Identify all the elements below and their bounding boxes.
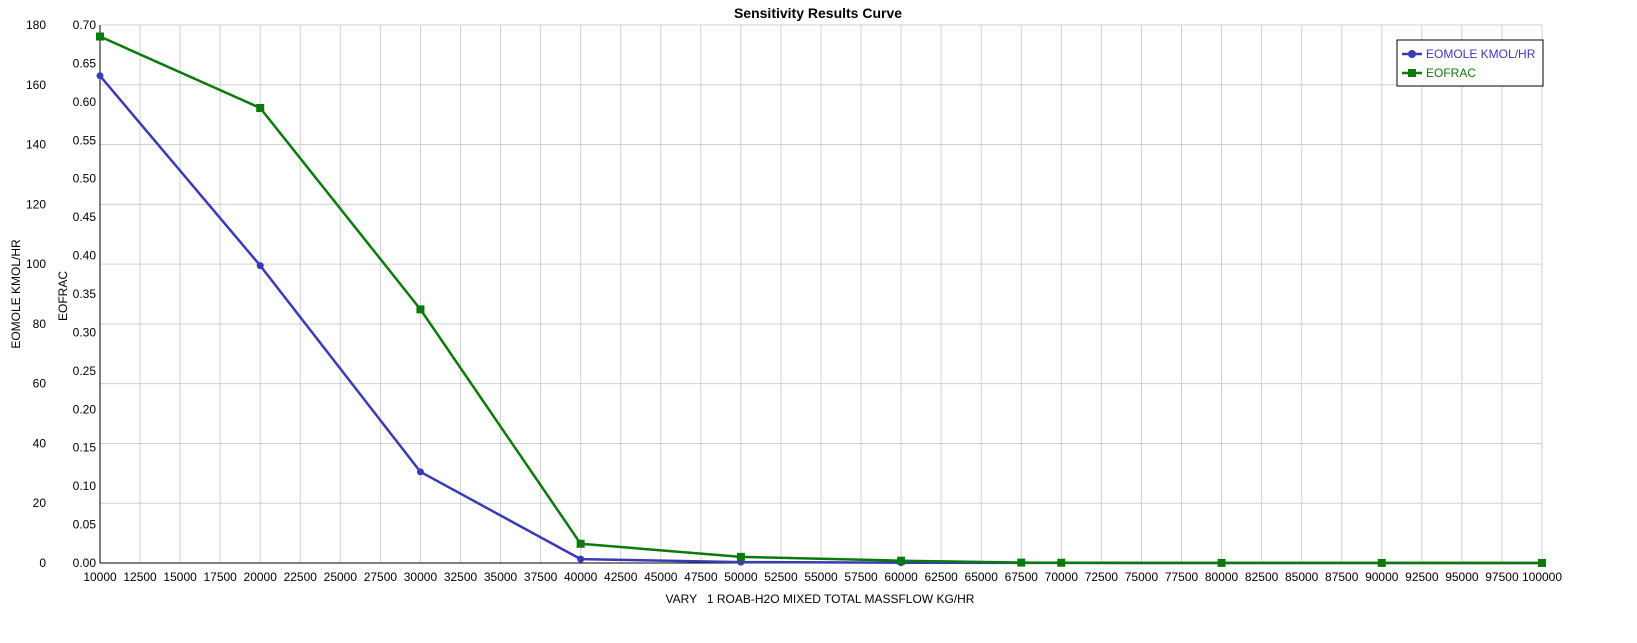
data-point-eofrac-4 [736, 552, 745, 561]
data-point-eofrac-6 [1017, 558, 1026, 567]
eofrac-tick-label-5: 0.25 [73, 364, 97, 378]
x-tick-label-19: 57500 [844, 570, 878, 584]
x-tick-label-16: 50000 [724, 570, 758, 584]
x-tick-label-28: 80000 [1205, 570, 1239, 584]
data-point-eomole-1 [256, 262, 264, 270]
data-point-eofrac-8 [1217, 558, 1226, 567]
eofrac-tick-label-4: 0.20 [73, 402, 97, 416]
left-tick-label-4: 80 [33, 317, 47, 331]
data-point-eomole-2 [416, 468, 424, 476]
x-tick-label-15: 47500 [684, 570, 718, 584]
series-group [96, 32, 1546, 567]
eofrac-tick-label-10: 0.50 [73, 172, 97, 186]
left-tick-label-6: 120 [26, 197, 46, 211]
legend: EOMOLE KMOL/HR EOFRAC [1396, 39, 1544, 87]
data-point-eomole-0 [96, 72, 104, 80]
x-tick-label-22: 65000 [965, 570, 999, 584]
x-tick-label-17: 52500 [764, 570, 798, 584]
data-point-eofrac-0 [96, 32, 104, 41]
x-tick-label-30: 85000 [1285, 570, 1319, 584]
y-axis-label-eomole: EOMOLE KMOL/HR [9, 239, 23, 349]
eofrac-tick-label-2: 0.10 [73, 479, 97, 493]
x-tick-label-10: 35000 [484, 570, 518, 584]
left-tick-label-7: 140 [26, 138, 46, 152]
legend-box [1396, 39, 1544, 87]
data-point-eofrac-2 [416, 305, 425, 314]
x-tick-label-3: 17500 [203, 570, 237, 584]
eofrac-tick-label-1: 0.05 [73, 518, 97, 532]
eofrac-tick-label-0: 0.00 [73, 556, 97, 570]
x-tick-label-35: 97500 [1485, 570, 1519, 584]
data-point-eofrac-5 [897, 556, 906, 565]
left-tick-label-3: 60 [33, 377, 47, 391]
x-tick-label-26: 75000 [1125, 570, 1159, 584]
x-tick-label-29: 82500 [1245, 570, 1279, 584]
data-point-eofrac-1 [256, 104, 265, 113]
left-tick-label-8: 160 [26, 78, 46, 92]
x-tick-label-21: 62500 [924, 570, 958, 584]
x-tick-label-12: 40000 [564, 570, 598, 584]
legend-label-eofrac: EOFRAC [1426, 66, 1476, 80]
x-tick-label-8: 30000 [404, 570, 438, 584]
x-tick-label-5: 22500 [284, 570, 318, 584]
data-point-eofrac-9 [1377, 558, 1386, 567]
x-tick-label-2: 15000 [163, 570, 197, 584]
eofrac-tick-label-12: 0.60 [73, 95, 97, 109]
x-ticks: 10000 12500 15000 17500 20000 22500 25000 27500… [83, 570, 1562, 584]
data-point-eofrac-3 [576, 539, 585, 548]
legend-marker-eomole [1408, 50, 1416, 58]
data-point-eofrac-10 [1538, 559, 1546, 567]
eofrac-tick-label-14: 0.70 [73, 18, 97, 32]
x-tick-label-6: 25000 [324, 570, 358, 584]
left-y-ticks: 0 20 40 60 80 100 120 140 160 180 [26, 18, 46, 570]
x-tick-label-23: 67500 [1005, 570, 1039, 584]
x-tick-label-20: 60000 [884, 570, 918, 584]
x-tick-label-11: 37500 [524, 570, 558, 584]
left-tick-label-1: 20 [33, 496, 47, 510]
x-tick-label-25: 72500 [1085, 570, 1119, 584]
eofrac-tick-label-3: 0.15 [73, 441, 97, 455]
x-tick-label-18: 55000 [804, 570, 838, 584]
x-tick-label-7: 27500 [364, 570, 398, 584]
left-tick-label-5: 100 [26, 257, 46, 271]
x-tick-label-36: 100000 [1522, 570, 1562, 584]
chart-title: Sensitivity Results Curve [734, 5, 902, 21]
legend-label-eomole: EOMOLE KMOL/HR [1426, 47, 1536, 61]
x-tick-label-33: 92500 [1405, 570, 1439, 584]
x-tick-label-24: 70000 [1045, 570, 1079, 584]
left-tick-label-9: 180 [26, 18, 46, 32]
x-tick-label-13: 42500 [604, 570, 638, 584]
data-point-eomole-3 [577, 555, 585, 563]
x-tick-label-9: 32500 [444, 570, 478, 584]
x-tick-label-34: 95000 [1445, 570, 1479, 584]
x-tick-label-31: 87500 [1325, 570, 1359, 584]
x-tick-label-32: 90000 [1365, 570, 1399, 584]
x-tick-label-1: 12500 [123, 570, 157, 584]
x-tick-label-27: 77500 [1165, 570, 1199, 584]
x-tick-label-0: 10000 [83, 570, 117, 584]
eofrac-tick-label-13: 0.65 [73, 56, 97, 70]
data-point-eofrac-7 [1057, 558, 1066, 567]
left-tick-label-0: 0 [39, 556, 46, 570]
x-tick-label-14: 45000 [644, 570, 678, 584]
legend-marker-eofrac [1408, 69, 1416, 77]
eofrac-tick-label-9: 0.45 [73, 210, 97, 224]
eofrac-tick-label-6: 0.30 [73, 325, 97, 339]
eofrac-tick-label-8: 0.40 [73, 249, 97, 263]
y-axis-label-eofrac: EOFRAC [56, 271, 70, 321]
x-axis-label: VARY 1 ROAB-H2O MIXED TOTAL MASSFLOW KG/… [666, 592, 975, 606]
eofrac-tick-label-11: 0.55 [73, 133, 97, 147]
x-tick-label-4: 20000 [244, 570, 278, 584]
left-tick-label-2: 40 [33, 436, 47, 450]
eofrac-tick-label-7: 0.35 [73, 287, 97, 301]
eofrac-y-ticks: 0.00 0.05 0.10 0.15 0.20 0.25 0.30 0.35 0.40 0.45… [73, 18, 97, 570]
